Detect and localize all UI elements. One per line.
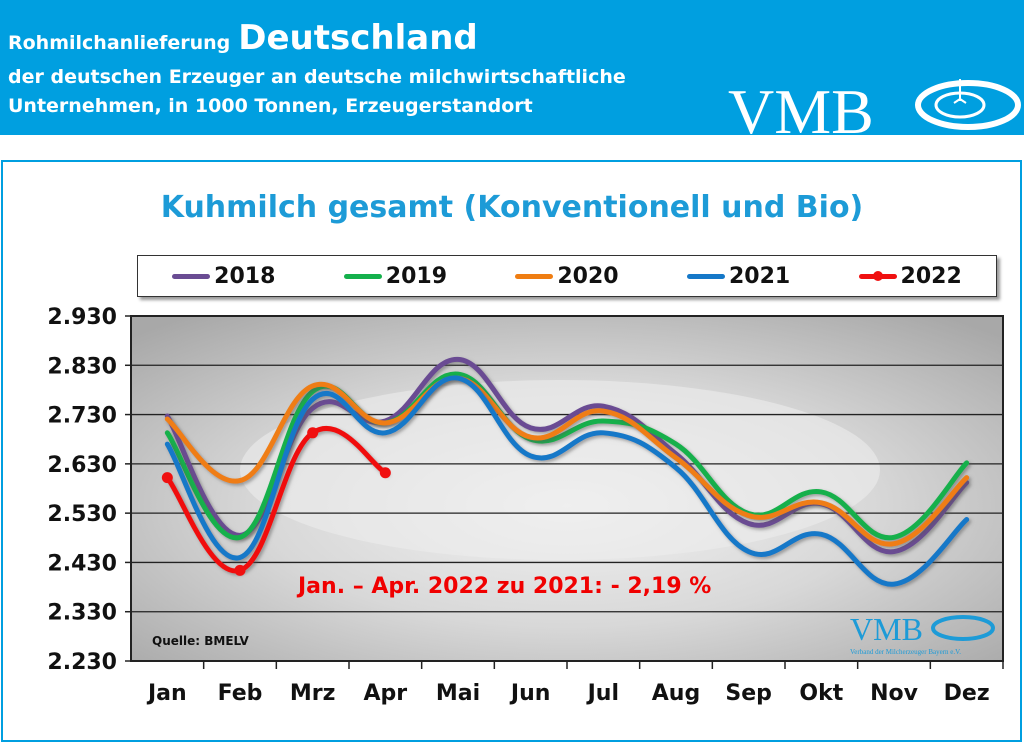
x-tick-label: Jan <box>146 681 187 706</box>
legend-swatch <box>686 273 725 279</box>
vmb-logo: VMB <box>728 76 1021 135</box>
legend-item-2020: 2020 <box>515 263 619 289</box>
legend-label: 2018 <box>214 263 276 289</box>
y-tick-label: 2.730 <box>47 404 117 429</box>
x-tick-label: Nov <box>870 681 919 706</box>
y-tick-label: 2.830 <box>47 354 117 379</box>
vmb-watermark-logo: VMB Verband der Milcherzeuger Bayern e.V… <box>850 611 995 656</box>
x-tick-label: Jul <box>586 681 619 706</box>
header-subtitle-line2: Unternehmen, in 1000 Tonnen, Erzeugersta… <box>8 95 533 117</box>
legend-item-2018: 2018 <box>172 264 275 289</box>
legend-item-2021: 2021 <box>686 263 791 289</box>
legend-label: 2021 <box>728 263 791 289</box>
data-point-2022 <box>307 427 319 439</box>
chart-legend: 2018 2019 2020 2021 2022 <box>137 255 997 297</box>
data-point-2022 <box>234 564 246 576</box>
x-tick-label: Okt <box>799 681 843 706</box>
y-tick-label: 2.930 <box>47 305 117 330</box>
x-tick-label: Sep <box>725 681 772 706</box>
legend-swatch <box>515 273 554 279</box>
y-tick-label: 2.630 <box>47 453 117 478</box>
legend-label: 2022 <box>900 263 962 289</box>
legend-label: 2020 <box>557 263 619 289</box>
header-title: Rohmilchanlieferung Deutschland <box>8 18 478 58</box>
chart-source: Quelle: BMELV <box>152 634 249 648</box>
legend-swatch <box>172 273 211 279</box>
vmb-logo-text: VMB <box>728 76 874 135</box>
legend-item-2022: 2022 <box>858 263 962 289</box>
header-title-small: Rohmilchanlieferung <box>8 32 231 54</box>
chart-annotation: Jan. – Apr. 2022 zu 2021: - 2,19 % <box>298 574 712 599</box>
data-point-2022 <box>161 472 173 484</box>
legend-label: 2019 <box>385 263 447 289</box>
x-tick-label: Feb <box>218 681 263 706</box>
y-tick-label: 2.430 <box>47 551 117 576</box>
header-subtitle-line1: der deutschen Erzeuger an deutsche milch… <box>8 66 626 88</box>
data-point-2022 <box>379 467 391 479</box>
x-tick-label: Mrz <box>290 681 336 706</box>
x-tick-label: Aug <box>652 681 700 706</box>
series-line-2022 <box>164 426 388 574</box>
svg-text:VMB: VMB <box>850 611 923 647</box>
legend-item-2019: 2019 <box>343 263 447 289</box>
legend-swatch <box>343 273 382 279</box>
x-tick-label: Mai <box>436 681 480 706</box>
x-tick-label: Jun <box>509 681 551 706</box>
y-tick-label: 2.230 <box>47 650 117 675</box>
y-tick-label: 2.530 <box>47 502 117 527</box>
header-banner: Rohmilchanlieferung Deutschland der deuts… <box>0 0 1024 135</box>
header-title-big: Deutschland <box>238 18 478 58</box>
x-tick-label: Dez <box>944 681 990 706</box>
legend-swatch <box>858 270 897 281</box>
series-line-2021 <box>164 375 970 587</box>
chart-title: Kuhmilch gesamt (Konventionell und Bio) <box>160 190 864 225</box>
x-tick-label: Apr <box>364 681 408 706</box>
series-line-2020 <box>164 375 970 547</box>
svg-text:Verband der Milcherzeuger Baye: Verband der Milcherzeuger Bayern e.V. <box>850 648 961 656</box>
y-tick-label: 2.330 <box>47 601 117 626</box>
